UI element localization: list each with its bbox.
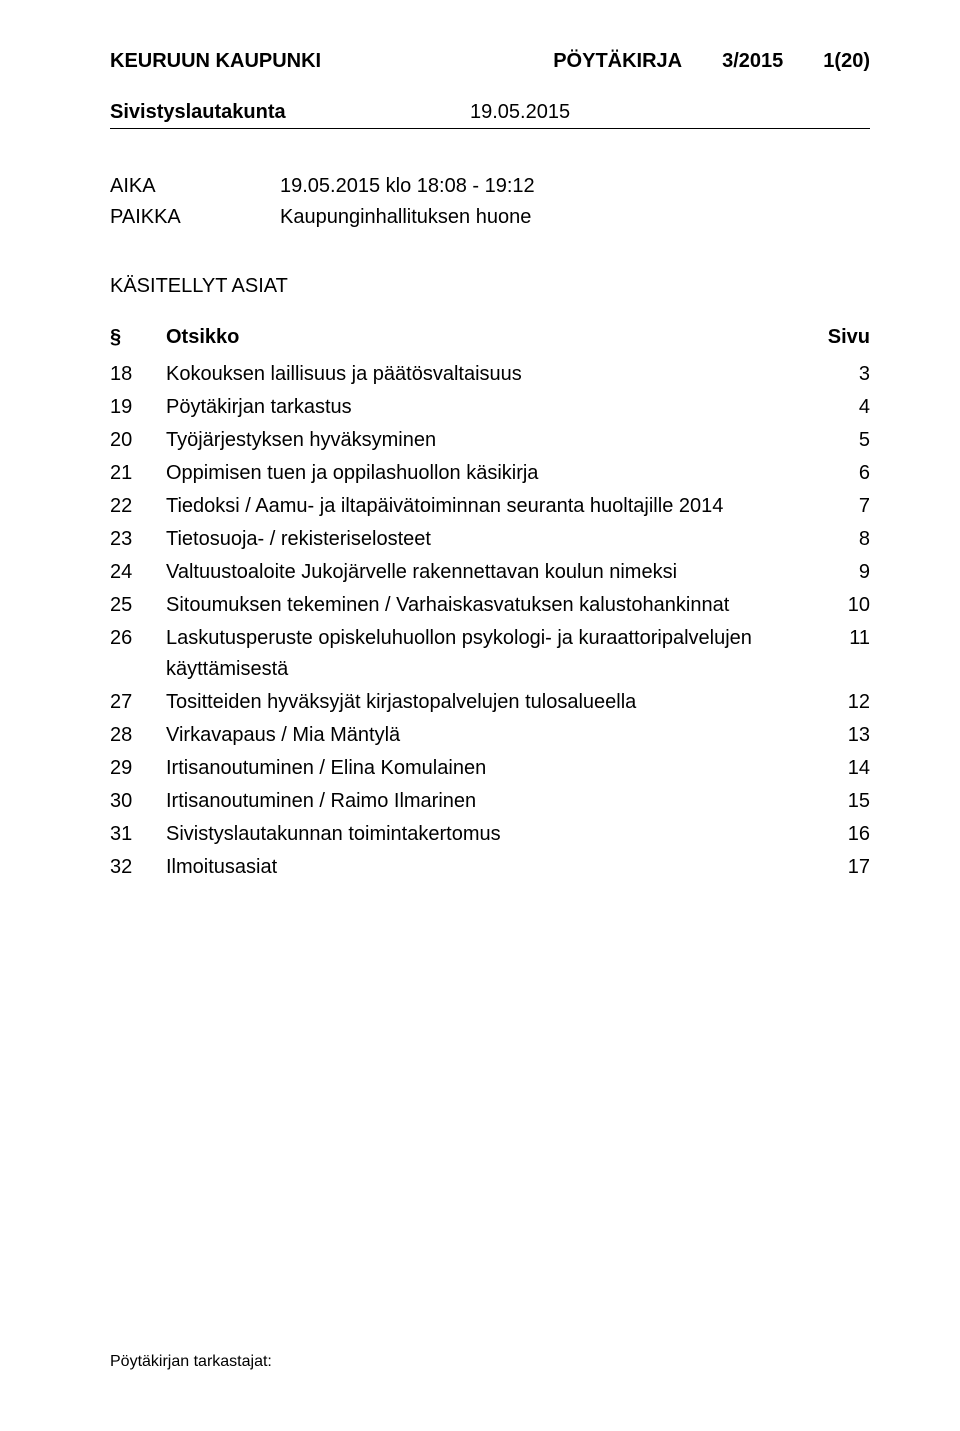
agenda-item-page: 13 [800,720,870,751]
agenda-item-num: 28 [110,720,166,751]
agenda-item-title: Pöytäkirjan tarkastus [166,392,800,423]
agenda-row: 30Irtisanoutuminen / Raimo Ilmarinen15 [110,786,870,817]
agenda-col-num: § [110,326,166,349]
org-name: KEURUUN KAUPUNKI [110,50,321,73]
agenda-item-num: 24 [110,557,166,588]
agenda-item-page: 10 [800,590,870,621]
agenda-body: 18Kokouksen laillisuus ja päätösvaltaisu… [110,359,870,883]
agenda-item-page: 11 [800,623,870,685]
agenda-item-num: 25 [110,590,166,621]
agenda-item-num: 21 [110,458,166,489]
agenda-item-page: 12 [800,687,870,718]
footer-text: Pöytäkirjan tarkastajat: [110,1353,272,1371]
agenda-row: 27Tositteiden hyväksyjät kirjastopalvelu… [110,687,870,718]
agenda-item-num: 19 [110,392,166,423]
meta-block: AIKA 19.05.2015 klo 18:08 - 19:12 PAIKKA… [110,175,870,229]
agenda-row: 18Kokouksen laillisuus ja päätösvaltaisu… [110,359,870,390]
agenda-row: 31Sivistyslautakunnan toimintakertomus16 [110,819,870,850]
page-of: 1(20) [823,50,870,73]
agenda-item-page: 5 [800,425,870,456]
agenda-row: 24Valtuustoaloite Jukojärvelle rakennett… [110,557,870,588]
agenda-row: 22Tiedoksi / Aamu- ja iltapäivätoiminnan… [110,491,870,522]
agenda-row: 23Tietosuoja- / rekisteriselosteet8 [110,524,870,555]
agenda-item-title: Laskutusperuste opiskeluhuollon psykolog… [166,623,800,685]
doc-type: PÖYTÄKIRJA [553,50,682,73]
agenda-item-num: 18 [110,359,166,390]
agenda-row: 32Ilmoitusasiat17 [110,852,870,883]
agenda-item-title: Irtisanoutuminen / Elina Komulainen [166,753,800,784]
agenda-item-page: 3 [800,359,870,390]
agenda-row: 29Irtisanoutuminen / Elina Komulainen14 [110,753,870,784]
agenda-item-page: 16 [800,819,870,850]
agenda-item-title: Oppimisen tuen ja oppilashuollon käsikir… [166,458,800,489]
agenda-item-num: 26 [110,623,166,685]
agenda-row: 28Virkavapaus / Mia Mäntylä13 [110,720,870,751]
aika-value: 19.05.2015 klo 18:08 - 19:12 [280,175,535,198]
agenda-item-page: 4 [800,392,870,423]
agenda-row: 25Sitoumuksen tekeminen / Varhaiskasvatu… [110,590,870,621]
agenda-item-num: 22 [110,491,166,522]
agenda-item-title: Työjärjestyksen hyväksyminen [166,425,800,456]
page: KEURUUN KAUPUNKI PÖYTÄKIRJA 3/2015 1(20)… [0,0,960,1431]
agenda-col-title: Otsikko [166,326,800,349]
agenda-item-title: Ilmoitusasiat [166,852,800,883]
meeting-date: 19.05.2015 [470,101,570,124]
agenda-item-title: Sitoumuksen tekeminen / Varhaiskasvatuks… [166,590,800,621]
agenda-section-title: KÄSITELLYT ASIAT [110,275,870,298]
agenda-item-num: 31 [110,819,166,850]
doc-number: 3/2015 [722,50,783,73]
agenda-item-num: 23 [110,524,166,555]
subheader-row: Sivistyslautakunta 19.05.2015 [110,101,870,129]
agenda-item-title: Kokouksen laillisuus ja päätösvaltaisuus [166,359,800,390]
agenda-item-title: Sivistyslautakunnan toimintakertomus [166,819,800,850]
agenda-row: 20Työjärjestyksen hyväksyminen5 [110,425,870,456]
agenda-col-page: Sivu [800,326,870,349]
agenda-item-num: 32 [110,852,166,883]
agenda-item-title: Tositteiden hyväksyjät kirjastopalveluje… [166,687,800,718]
agenda-item-num: 20 [110,425,166,456]
agenda-item-num: 27 [110,687,166,718]
agenda-item-title: Irtisanoutuminen / Raimo Ilmarinen [166,786,800,817]
header-right: PÖYTÄKIRJA 3/2015 1(20) [553,50,870,73]
agenda-item-title: Tietosuoja- / rekisteriselosteet [166,524,800,555]
agenda-item-page: 14 [800,753,870,784]
agenda-item-page: 6 [800,458,870,489]
agenda-item-page: 9 [800,557,870,588]
aika-label: AIKA [110,175,280,198]
meta-aika-row: AIKA 19.05.2015 klo 18:08 - 19:12 [110,175,870,198]
committee-name: Sivistyslautakunta [110,101,470,124]
agenda-row: 26Laskutusperuste opiskeluhuollon psykol… [110,623,870,685]
agenda-item-title: Virkavapaus / Mia Mäntylä [166,720,800,751]
agenda-item-title: Valtuustoaloite Jukojärvelle rakennettav… [166,557,800,588]
agenda-item-num: 29 [110,753,166,784]
header-row: KEURUUN KAUPUNKI PÖYTÄKIRJA 3/2015 1(20) [110,50,870,73]
agenda-item-page: 17 [800,852,870,883]
agenda-header: § Otsikko Sivu [110,326,870,349]
paikka-value: Kaupunginhallituksen huone [280,206,531,229]
agenda-item-title: Tiedoksi / Aamu- ja iltapäivätoiminnan s… [166,491,800,522]
agenda-item-page: 7 [800,491,870,522]
meta-paikka-row: PAIKKA Kaupunginhallituksen huone [110,206,870,229]
agenda-item-num: 30 [110,786,166,817]
agenda-row: 21Oppimisen tuen ja oppilashuollon käsik… [110,458,870,489]
agenda-item-page: 15 [800,786,870,817]
agenda-item-page: 8 [800,524,870,555]
agenda-row: 19Pöytäkirjan tarkastus4 [110,392,870,423]
paikka-label: PAIKKA [110,206,280,229]
